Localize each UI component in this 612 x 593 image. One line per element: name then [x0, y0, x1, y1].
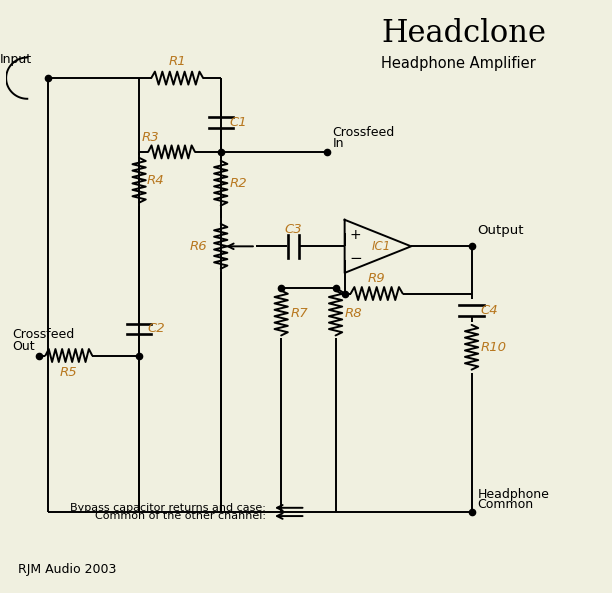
Text: Out: Out — [12, 340, 35, 353]
Text: R4: R4 — [147, 174, 165, 187]
Text: Crossfeed: Crossfeed — [332, 126, 395, 139]
Text: R10: R10 — [480, 341, 507, 354]
Text: In: In — [332, 137, 344, 150]
Text: Common of the other channel:: Common of the other channel: — [95, 511, 266, 521]
Text: R1: R1 — [168, 55, 186, 68]
Text: R8: R8 — [345, 307, 362, 320]
Text: Crossfeed: Crossfeed — [12, 328, 75, 341]
Text: Common: Common — [477, 498, 534, 511]
Text: Output: Output — [477, 225, 524, 237]
Text: RJM Audio 2003: RJM Audio 2003 — [18, 563, 117, 576]
Text: IC1: IC1 — [371, 240, 390, 253]
Text: +: + — [349, 228, 361, 241]
Text: R7: R7 — [290, 307, 308, 320]
Text: Headclone: Headclone — [381, 18, 546, 49]
Text: R3: R3 — [142, 130, 160, 144]
Text: C2: C2 — [147, 323, 165, 336]
Text: C4: C4 — [480, 304, 498, 317]
Text: Headphone Amplifier: Headphone Amplifier — [381, 56, 536, 71]
Text: C3: C3 — [285, 224, 302, 236]
Text: R5: R5 — [60, 365, 78, 378]
Text: R2: R2 — [230, 177, 247, 190]
Text: Input: Input — [0, 53, 32, 66]
Text: R6: R6 — [189, 240, 207, 253]
Text: C1: C1 — [230, 116, 247, 129]
Text: Headphone: Headphone — [477, 488, 550, 501]
Text: Bypass capacitor returns and case:: Bypass capacitor returns and case: — [70, 503, 266, 513]
Text: R9: R9 — [368, 272, 386, 285]
Text: −: − — [349, 250, 362, 266]
